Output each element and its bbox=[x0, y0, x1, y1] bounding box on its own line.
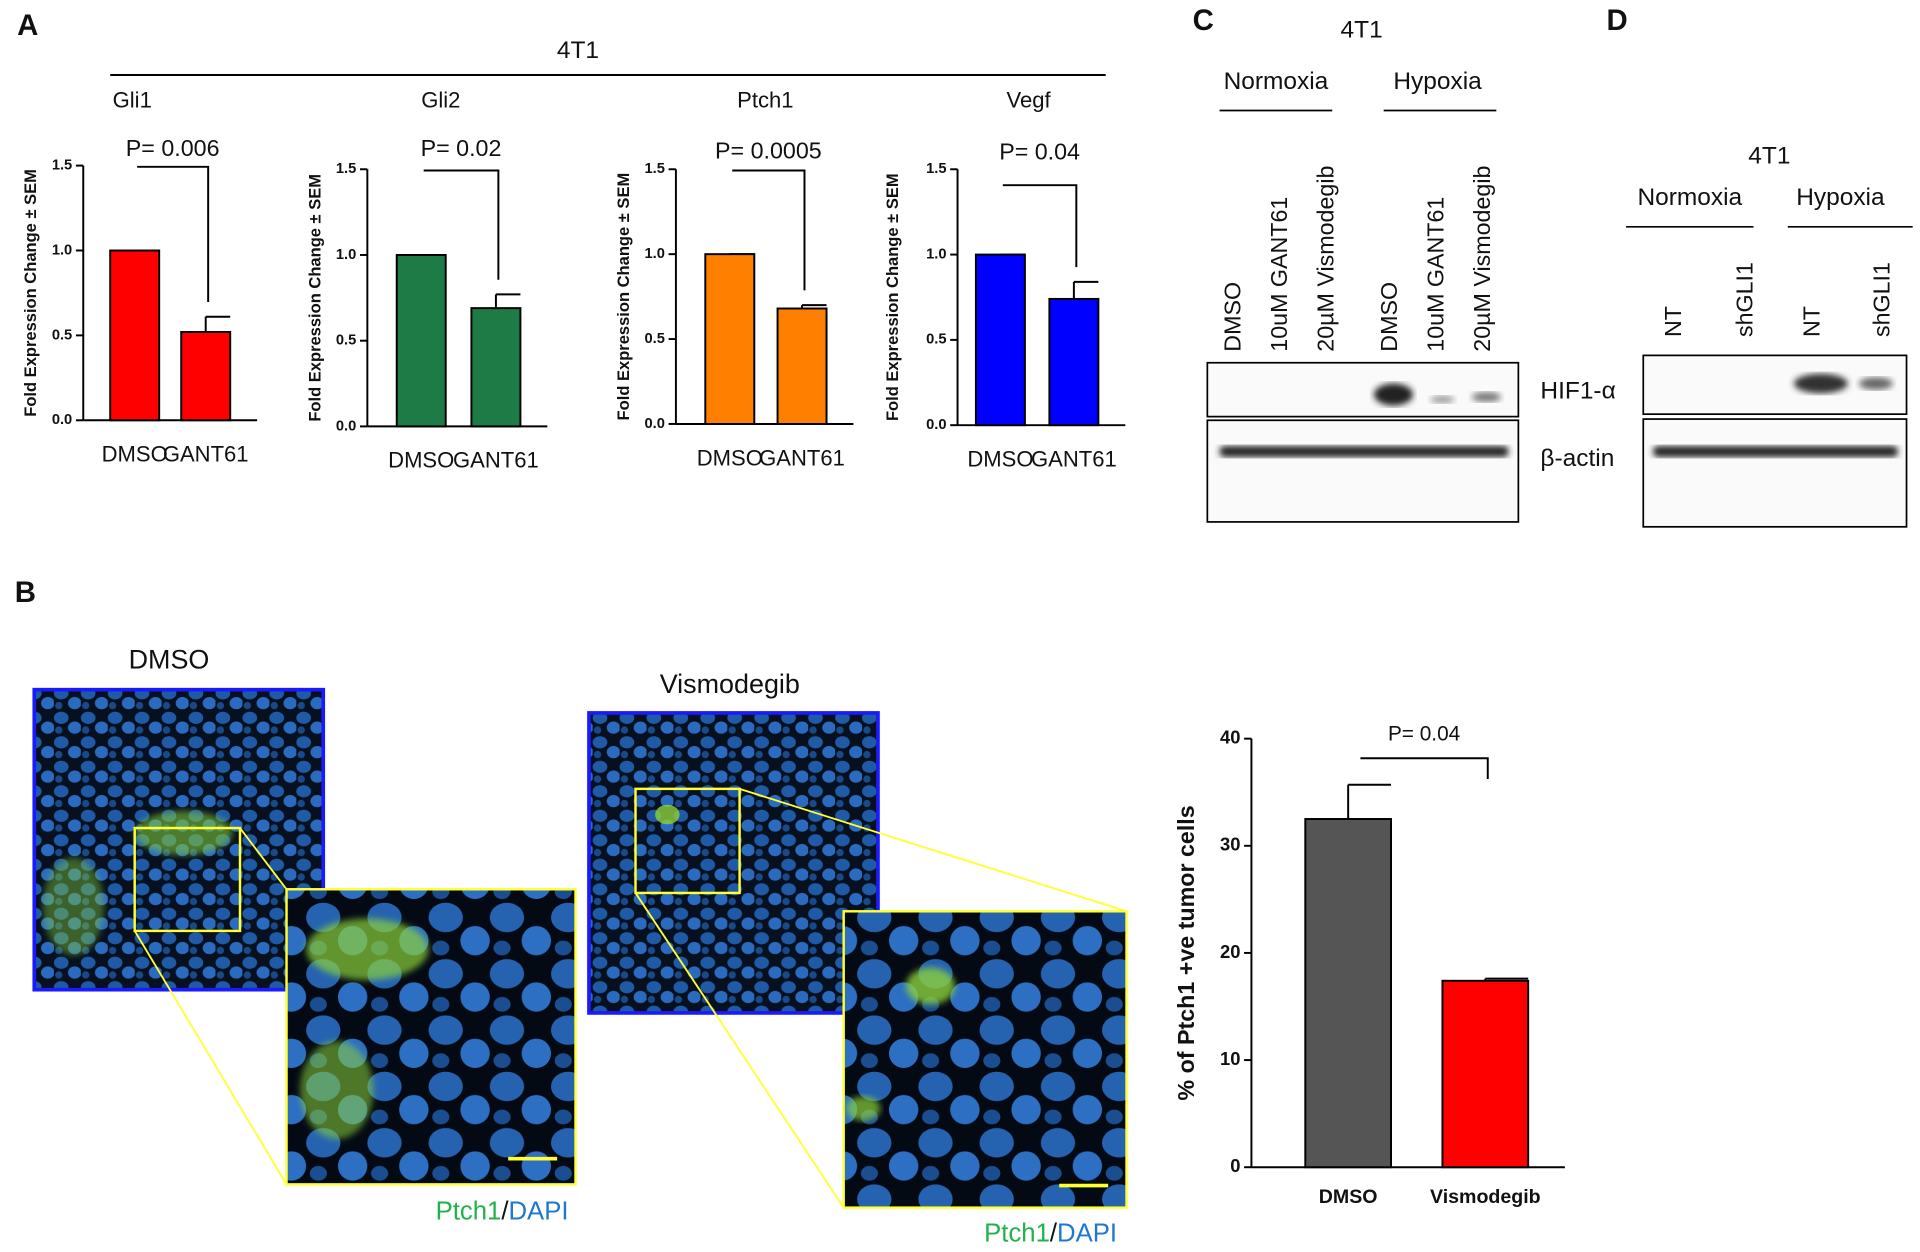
lane-label: NT bbox=[1799, 306, 1825, 337]
image-caption: Ptch1/DAPI bbox=[436, 1197, 569, 1225]
blot-c-membrane bbox=[1206, 361, 1520, 523]
chart-title: Gli2 bbox=[421, 88, 460, 113]
x-tick-label: GANT61 bbox=[453, 448, 539, 473]
bar bbox=[776, 307, 828, 425]
p-value: P= 0.04 bbox=[999, 138, 1080, 164]
y-tick-label: 1.5 bbox=[52, 157, 72, 173]
significance-bracket bbox=[423, 169, 500, 280]
p-value: P= 0.0005 bbox=[715, 137, 822, 163]
counterstain-label: DAPI bbox=[508, 1197, 568, 1225]
lane-label: shGLI1 bbox=[1731, 262, 1757, 337]
group-label: Normoxia bbox=[1637, 184, 1742, 211]
lane-label: 10uM GANT61 bbox=[1423, 197, 1449, 352]
p-value: P= 0.006 bbox=[126, 135, 220, 161]
counterstain-label: DAPI bbox=[1057, 1219, 1117, 1247]
lane-label: DMSO bbox=[1376, 282, 1402, 352]
bar bbox=[704, 253, 756, 425]
lane-label: 20µM Vismodegib bbox=[1312, 166, 1338, 352]
y-axis-label: Fold Expression Change ± SEM bbox=[614, 173, 633, 421]
y-tick-label: 1.5 bbox=[926, 161, 946, 177]
cell-line: 4T1 bbox=[1748, 142, 1790, 169]
bar bbox=[180, 331, 232, 422]
x-tick-label: DMSO bbox=[1319, 1186, 1378, 1208]
group-label: Normoxia bbox=[1224, 68, 1329, 95]
x-tick-label: DMSO bbox=[102, 442, 168, 467]
cell-line: 4T1 bbox=[557, 37, 599, 64]
y-tick-label: 0.0 bbox=[926, 417, 946, 433]
lane-label: DMSO bbox=[1219, 282, 1245, 352]
y-tick-label: 0.0 bbox=[644, 416, 664, 432]
x-tick-label: DMSO bbox=[697, 445, 763, 470]
y-tick-label: 30 bbox=[1220, 834, 1240, 855]
micrograph-right bbox=[587, 711, 1128, 1209]
stain-label: Ptch1 bbox=[984, 1219, 1050, 1247]
y-tick-label: 1.5 bbox=[644, 161, 664, 177]
chart-title: Vegf bbox=[1007, 88, 1052, 113]
significance-bracket bbox=[1002, 184, 1078, 268]
panel-label: C bbox=[1193, 4, 1214, 37]
y-tick-label: 10 bbox=[1220, 1048, 1240, 1069]
x-tick-label: DMSO bbox=[967, 447, 1033, 472]
y-tick-label: 1.0 bbox=[336, 247, 356, 263]
panel-label: D bbox=[1607, 4, 1628, 37]
stain-label: Ptch1 bbox=[436, 1197, 502, 1225]
band-label: HIF1-α bbox=[1540, 378, 1615, 405]
separator: / bbox=[501, 1197, 509, 1225]
band-label: β-actin bbox=[1540, 445, 1614, 472]
y-tick-label: 0.5 bbox=[926, 332, 946, 348]
y-tick-label: 0.5 bbox=[336, 333, 356, 349]
y-tick-label: 0.5 bbox=[52, 327, 72, 343]
bar bbox=[470, 307, 522, 428]
bar bbox=[974, 253, 1026, 427]
bar bbox=[109, 249, 161, 422]
cell-line: 4T1 bbox=[1341, 16, 1383, 43]
y-tick-label: 0.5 bbox=[644, 331, 664, 347]
separator: / bbox=[1050, 1219, 1058, 1247]
chart-title: Ptch1 bbox=[737, 88, 793, 113]
significance-bracket bbox=[1360, 757, 1489, 780]
y-tick-label: 0.0 bbox=[336, 418, 356, 434]
p-value: P= 0.04 bbox=[1388, 722, 1460, 745]
y-tick-label: 1.0 bbox=[926, 246, 946, 262]
y-axis-label: Fold Expression Change ± SEM bbox=[883, 173, 902, 421]
x-tick-label: GANT61 bbox=[163, 442, 249, 467]
y-tick-label: 0 bbox=[1230, 1155, 1240, 1176]
y-tick-label: 1.0 bbox=[52, 242, 72, 258]
chart-title: Gli1 bbox=[113, 88, 152, 113]
y-tick-label: 40 bbox=[1220, 726, 1240, 747]
x-tick-label: GANT61 bbox=[1031, 447, 1117, 472]
blot-d-membrane bbox=[1642, 354, 1908, 528]
image-title: DMSO bbox=[129, 645, 210, 675]
group-label: Hypoxia bbox=[1393, 68, 1482, 95]
panel-label: A bbox=[17, 9, 38, 42]
p-value: P= 0.02 bbox=[421, 135, 502, 161]
significance-bracket bbox=[732, 169, 806, 291]
x-tick-label: Vismodegib bbox=[1430, 1186, 1541, 1208]
bar bbox=[395, 254, 447, 428]
image-title: Vismodegib bbox=[660, 669, 800, 699]
lane-label: NT bbox=[1660, 306, 1686, 337]
group-label: Hypoxia bbox=[1796, 184, 1885, 211]
y-axis-label: % of Ptch1 +ve tumor cells bbox=[1173, 805, 1199, 1100]
bar bbox=[1048, 297, 1100, 427]
y-tick-label: 1.5 bbox=[336, 161, 356, 177]
lane-label: 10uM GANT61 bbox=[1266, 197, 1292, 352]
bar bbox=[1304, 818, 1392, 1169]
y-tick-label: 1.0 bbox=[644, 246, 664, 262]
bar bbox=[1441, 979, 1530, 1169]
panel-label: B bbox=[15, 576, 36, 609]
lane-label: 20µM Vismodegib bbox=[1469, 166, 1495, 352]
image-caption: Ptch1/DAPI bbox=[984, 1219, 1117, 1247]
y-tick-label: 20 bbox=[1220, 941, 1240, 962]
x-tick-label: DMSO bbox=[388, 448, 454, 473]
y-axis-label: Fold Expression Change ± SEM bbox=[21, 169, 40, 417]
lane-label: shGLI1 bbox=[1868, 262, 1894, 337]
x-tick-label: GANT61 bbox=[759, 445, 845, 470]
y-axis-label: Fold Expression Change ± SEM bbox=[305, 174, 324, 422]
significance-bracket bbox=[137, 165, 210, 303]
micrograph-left bbox=[32, 687, 577, 1186]
y-tick-label: 0.0 bbox=[52, 412, 72, 428]
